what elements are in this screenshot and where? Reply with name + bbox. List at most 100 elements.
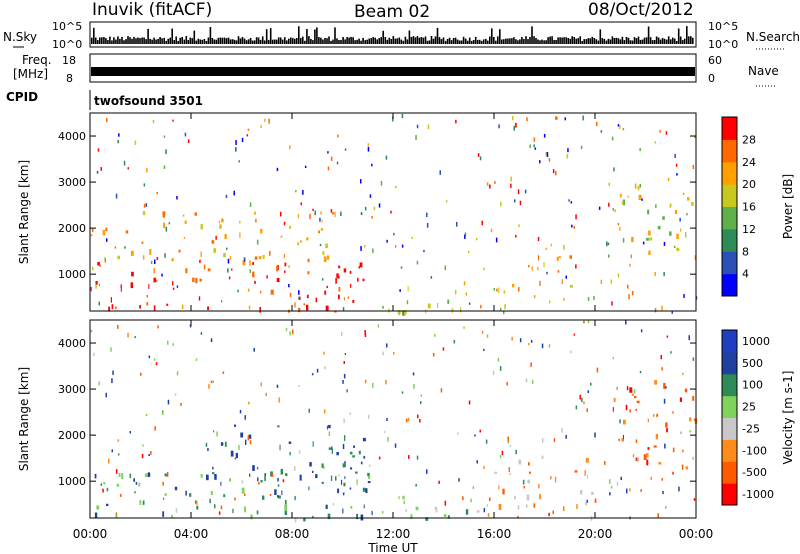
data-cell bbox=[166, 303, 169, 306]
sparse-cell bbox=[639, 148, 641, 152]
sparse-cell bbox=[555, 171, 557, 176]
sparse-cell bbox=[167, 340, 169, 345]
sparse-cell bbox=[596, 367, 599, 373]
nsky-bar bbox=[149, 38, 151, 44]
colorbar-tick-label: 100 bbox=[742, 379, 763, 392]
data-cell bbox=[356, 513, 359, 520]
data-cell bbox=[415, 506, 419, 511]
data-cell bbox=[635, 408, 637, 411]
data-cell bbox=[342, 444, 345, 449]
sparse-cell bbox=[401, 391, 404, 394]
sparse-cell bbox=[244, 493, 246, 496]
sparse-cell bbox=[319, 217, 321, 222]
data-cell bbox=[585, 457, 589, 463]
sparse-cell bbox=[639, 183, 642, 188]
data-cell bbox=[669, 231, 672, 236]
data-cell bbox=[321, 463, 324, 468]
data-cell bbox=[447, 515, 450, 519]
nsky-bar bbox=[557, 37, 559, 44]
data-cell bbox=[569, 255, 572, 259]
nsky-bar bbox=[579, 36, 581, 44]
sparse-cell bbox=[665, 506, 667, 509]
nsky-bar bbox=[416, 36, 419, 44]
data-cell bbox=[240, 432, 244, 438]
sparse-cell bbox=[115, 193, 118, 199]
sparse-cell bbox=[360, 212, 363, 215]
nsky-bar bbox=[131, 38, 133, 44]
nsky-bar bbox=[436, 27, 439, 44]
sparse-cell bbox=[111, 449, 113, 453]
data-cell bbox=[300, 240, 302, 243]
sparse-cell bbox=[440, 388, 443, 393]
sparse-cell bbox=[412, 372, 415, 376]
data-cell bbox=[239, 221, 241, 224]
nsky-bar bbox=[322, 39, 324, 44]
sparse-cell bbox=[481, 330, 484, 334]
nsky-bar bbox=[346, 37, 348, 44]
nsky-bar bbox=[525, 36, 527, 44]
sparse-cell bbox=[489, 184, 491, 189]
sparse-cell bbox=[237, 289, 239, 293]
nsky-bar bbox=[404, 36, 407, 44]
sparse-cell bbox=[666, 335, 669, 338]
data-cell bbox=[646, 453, 649, 458]
data-cell bbox=[242, 259, 246, 266]
sparse-cell bbox=[195, 358, 198, 361]
sparse-cell bbox=[692, 164, 695, 170]
nsky-bar bbox=[111, 40, 113, 44]
sparse-cell bbox=[349, 487, 352, 490]
sparse-cell bbox=[258, 482, 260, 485]
sparse-cell bbox=[456, 221, 458, 227]
x-tick-label: 16:00 bbox=[477, 527, 512, 541]
sparse-cell bbox=[269, 494, 272, 497]
x-tick-label: 20:00 bbox=[578, 527, 613, 541]
sparse-cell bbox=[155, 362, 158, 366]
data-cell bbox=[111, 304, 114, 310]
data-cell bbox=[528, 264, 530, 268]
sparse-cell bbox=[96, 170, 99, 174]
data-cell bbox=[349, 451, 353, 455]
sparse-cell bbox=[464, 232, 467, 236]
sparse-cell bbox=[612, 208, 614, 211]
sparse-cell bbox=[552, 510, 554, 515]
nsky-bar bbox=[338, 40, 340, 44]
nsky-bar bbox=[249, 38, 252, 44]
sparse-cell bbox=[372, 382, 374, 388]
data-cell bbox=[231, 268, 233, 271]
nsky-bar bbox=[480, 40, 483, 44]
data-cell bbox=[199, 278, 202, 282]
data-cell bbox=[502, 488, 505, 495]
sparse-cell bbox=[212, 466, 214, 470]
data-cell bbox=[676, 247, 680, 251]
data-cell bbox=[621, 201, 624, 205]
nsky-bar bbox=[485, 38, 487, 44]
sparse-cell bbox=[368, 414, 370, 419]
sparse-cell bbox=[248, 305, 251, 310]
nsky-bar bbox=[225, 38, 228, 44]
data-cell bbox=[110, 297, 112, 303]
data-cell bbox=[673, 245, 676, 248]
nsky-bar bbox=[253, 40, 256, 44]
sparse-cell bbox=[663, 398, 666, 404]
nsky-bar bbox=[380, 37, 382, 44]
sparse-cell bbox=[617, 124, 620, 127]
nsky-bar bbox=[537, 39, 539, 44]
data-cell bbox=[196, 505, 199, 510]
nsky-bar bbox=[109, 36, 111, 44]
y-tick-label: 2000 bbox=[58, 222, 86, 235]
nsky-bar bbox=[326, 38, 328, 44]
data-cell bbox=[106, 503, 109, 506]
data-cell bbox=[241, 487, 245, 494]
sparse-cell bbox=[385, 379, 387, 385]
nsky-bar bbox=[400, 39, 403, 44]
sparse-cell bbox=[112, 370, 114, 375]
nsky-bar bbox=[444, 40, 447, 44]
data-cell bbox=[146, 302, 149, 306]
data-cell bbox=[260, 480, 263, 483]
data-cell bbox=[632, 454, 635, 458]
sparse-cell bbox=[511, 336, 513, 341]
data-cell bbox=[232, 508, 234, 514]
colorbar-tick-label: 8 bbox=[742, 245, 749, 258]
nsky-bar bbox=[129, 37, 131, 44]
nsky-bar bbox=[376, 39, 378, 44]
